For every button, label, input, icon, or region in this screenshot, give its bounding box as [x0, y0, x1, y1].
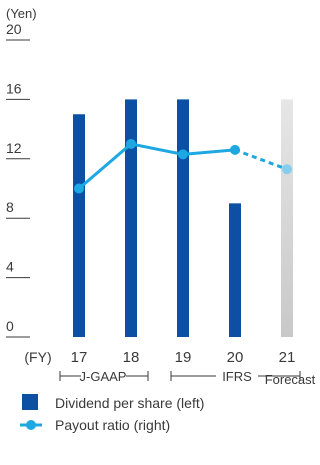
x-tick-label: 18	[123, 349, 140, 366]
y-tick-label: 4	[6, 259, 14, 275]
payout-segment-forecast	[234, 148, 288, 171]
dividend-bar	[177, 99, 189, 338]
payout-point-forecast	[282, 164, 292, 175]
x-tick-label: 20	[227, 349, 244, 366]
y-tick-label: 16	[6, 80, 22, 96]
legend-bar-label: Dividend per share (left)	[55, 395, 204, 411]
dividend-bar	[125, 99, 137, 338]
legend-bar-swatch	[22, 394, 38, 410]
payout-point	[74, 183, 84, 194]
payout-segment	[182, 148, 236, 156]
y-unit-label: (Yen)	[6, 6, 37, 21]
legend-line-marker	[26, 420, 36, 430]
fy-label: (FY)	[24, 349, 51, 365]
payout-segment	[130, 142, 184, 156]
payout-point	[230, 144, 240, 155]
x-tick-label: 17	[71, 349, 88, 366]
payout-line	[74, 138, 292, 194]
y-gridlines	[6, 39, 30, 338]
y-tick-label: 20	[6, 21, 22, 37]
forecast-bar	[281, 99, 293, 338]
dividend-bar	[73, 114, 85, 337]
payout-segment	[78, 142, 132, 190]
y-tick-label: 12	[6, 140, 22, 156]
bars	[73, 99, 293, 338]
payout-point	[178, 149, 188, 160]
y-tick-labels: 0 4 8 12 16 20	[6, 21, 22, 334]
y-tick-label: 8	[6, 199, 14, 215]
x-tick-label: 19	[175, 349, 192, 366]
standard-label: IFRS	[222, 369, 252, 384]
standard-label: J-GAAP	[80, 369, 127, 384]
x-tick-label: 21	[279, 349, 296, 366]
accounting-standard-brackets: J-GAAP IFRS	[59, 369, 301, 384]
y-tick-label: 0	[6, 318, 14, 334]
payout-point	[126, 138, 136, 149]
forecast-note: Forecast	[265, 372, 316, 387]
dividend-bar	[229, 203, 241, 337]
legend-line-label: Payout ratio (right)	[55, 417, 170, 433]
